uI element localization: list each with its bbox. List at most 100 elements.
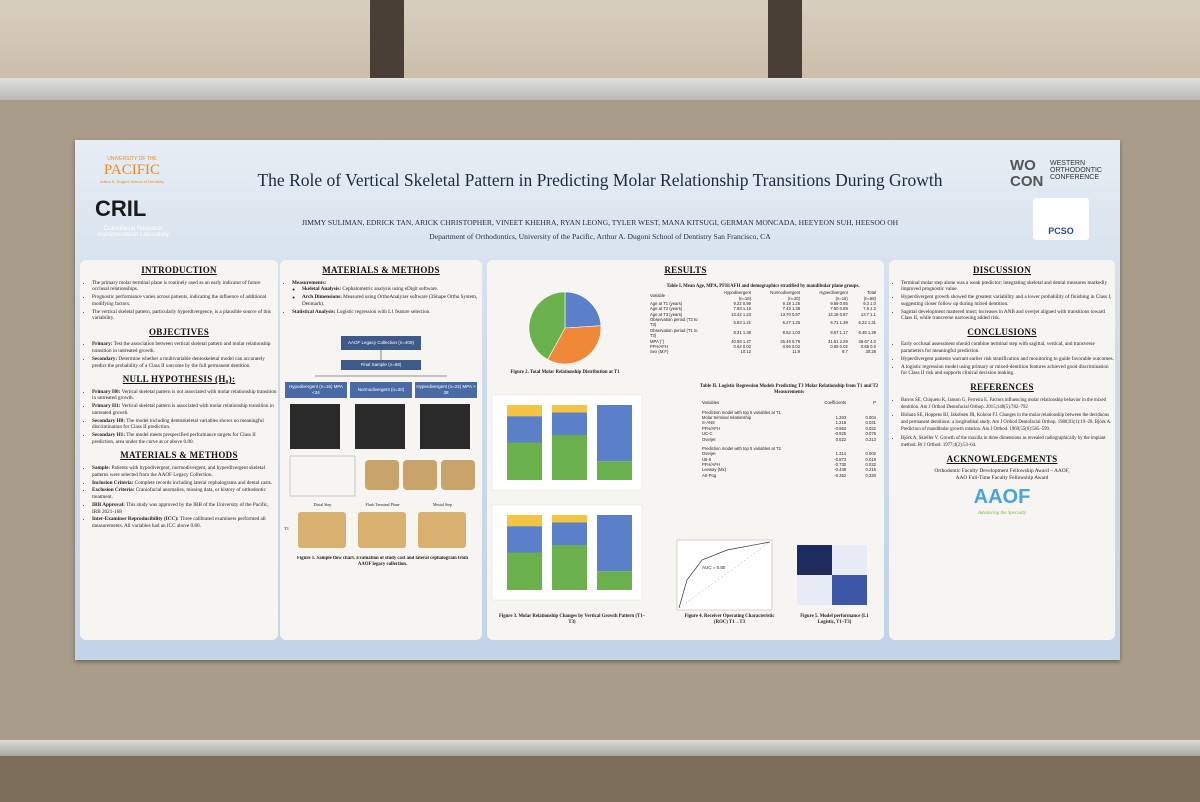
cell: 7.50 0.89 [830, 306, 848, 312]
cell: 0.522 [835, 436, 847, 442]
list: Primary: Test the association between ve… [80, 341, 278, 369]
text: Test the association between vertical sk… [92, 341, 271, 354]
cell: 9.22 0.95 [733, 300, 751, 306]
row: PFH/AFH -0.863 0.022 [699, 426, 879, 431]
heading: DISCUSSION [972, 265, 1032, 275]
cell: 13.7 1.1 [860, 311, 876, 317]
list-item: The primary molar terminal plane is rout… [92, 280, 278, 293]
row: Age at T2 (years) 7.63 1.15 7.43 1.38 7.50 … [647, 306, 879, 311]
cell: UC-C [702, 431, 713, 437]
list-item: Prognostic performance varies across pat… [92, 294, 278, 307]
cell: PFH/AFH [702, 462, 720, 467]
heading: CONCLUSIONS [967, 326, 1037, 337]
row: Age at T1 (years) 9.22 0.95 9.18 1.25 9.59 … [647, 301, 879, 306]
step-text: Mesial Step [433, 502, 452, 508]
lead: Exclusion Criteria: [92, 487, 135, 494]
cell: -0.730 [834, 462, 847, 467]
bar-seg [552, 522, 587, 545]
logo-text: Craniofacial Research Instrumentation La… [97, 226, 169, 238]
node: Hypodivergent (n=16) MPA <34 [285, 382, 347, 399]
logo-text: WESTERN ORTHODONTIC CONFERENCE [1050, 160, 1102, 181]
heading: MATERIALS & METHODS [322, 265, 440, 275]
heading: NULL HYPOTHESIS (H₀): [122, 374, 236, 385]
cell: Molar terminal relationship [702, 415, 752, 420]
text: Early occlusal assessment should combine… [901, 341, 1095, 354]
cell: 6.71 1.39 [830, 319, 848, 325]
node: Hyperdivergent (n=22) MPA > 38 [415, 382, 477, 399]
ack-line: AAO Full-Time Faculty Fellowship Award [955, 475, 1049, 482]
row: UC-C -0.925 0.076 [699, 431, 879, 436]
list: Early occlusal assessment should combine… [889, 341, 1115, 377]
row: Prediction model with top 5 variables at… [699, 442, 879, 451]
cell: 0.002 [865, 451, 876, 457]
lead: Primary H1: [92, 403, 121, 410]
bar-seg [507, 442, 542, 480]
cell: 11:9 [792, 349, 801, 355]
pie-slice [564, 291, 602, 329]
heading: MATERIALS & METHODS [120, 450, 238, 461]
lead: Sample: [92, 465, 111, 471]
cell: 8.31 1.38 [733, 330, 751, 336]
column: RESULTS Figure 2. Total Molar Relationsh… [487, 260, 884, 640]
cephalogram [290, 404, 340, 450]
caption: Table II. Logistic Regression Models Pre… [699, 384, 879, 396]
list-item: Terminal molar step alone was a weak pre… [901, 280, 1115, 293]
row: U6-6 -0.873 0.019 [699, 457, 879, 462]
list-item: Primary H0: Vertical skeletal pattern is… [92, 389, 278, 402]
text: Determine whether a multivariable dentos… [92, 355, 265, 369]
cell: 1.263 [835, 415, 847, 420]
text: Terminal molar step alone was a weak pre… [901, 279, 1108, 293]
node-label: Hyperdivergent (n=22) MPA > 38 [415, 382, 477, 399]
text: Complete records including lateral cepha… [134, 479, 273, 486]
cephalogram [420, 404, 470, 450]
lead: Measurements: [292, 279, 327, 286]
cell: MPA (°) [650, 338, 665, 344]
list-item: IRB Approval: This study was approved by… [92, 502, 278, 515]
logo-text: Advancing the Specialty [977, 510, 1027, 516]
cell: 31.51 2.29 [828, 338, 848, 344]
results-figures [491, 291, 867, 611]
cell: PFH/AFH [702, 425, 720, 431]
text: Measured using OrthoAnalyzer software (3… [302, 294, 478, 307]
list-item: Early occlusal assessment should combine… [901, 341, 1115, 354]
caption: Figure 2. Total Molar Relationship Distr… [510, 370, 620, 375]
cell: Art-Pog [702, 472, 717, 478]
matrix-cell [797, 575, 832, 605]
matrix-cell [797, 545, 832, 575]
lead: Primary H0: [92, 388, 121, 395]
column: MATERIALS & METHODS Measurements: Skeleta… [280, 260, 482, 640]
column: DISCUSSION Terminal molar step alone was … [889, 260, 1115, 640]
header-cell: Hypodivergent (n=16) [723, 290, 751, 301]
row: Observation period (T2 to T3) 5.83 1.21 6.… [647, 317, 879, 328]
list-item: Secondary H0: The model including dentos… [92, 418, 278, 431]
table: Variable Hypodivergent (n=16) Normodiverge… [647, 290, 879, 355]
row: PFH/AFH -0.730 0.032 [699, 462, 879, 467]
cell: 40.59 1.47 [731, 338, 751, 344]
cell: 0.019 [865, 456, 876, 462]
list: Barros SE, Chiqueto K, Janson G, Ferreir… [889, 397, 1115, 449]
list-item: Primary: Test the association between ve… [92, 341, 278, 354]
cell: 7.5 1.2 [863, 306, 876, 312]
cell: 0.320 [865, 472, 876, 478]
list: The primary molar terminal plane is rout… [80, 280, 278, 322]
header-cell: Total (n=58) [863, 290, 876, 301]
cell: 9.18 1.25 [782, 300, 801, 306]
cell: 0.69 0.02 [830, 343, 848, 349]
logo-text: AAOF [973, 486, 1031, 509]
cell: 9:7 [841, 349, 848, 355]
list: Terminal molar step alone was a weak pre… [889, 280, 1115, 322]
list-item: Secondary H1: The model meets prespecifi… [92, 432, 278, 445]
group-title: Prediction model with top 5 variables at… [702, 409, 781, 415]
rail [0, 78, 1200, 100]
bar-seg [552, 545, 587, 590]
cell: Age at T3 (years) [650, 311, 683, 317]
cell: -0.352 [834, 472, 847, 478]
step-text: Flush Terminal Plane [365, 502, 400, 508]
bar-seg [507, 552, 542, 590]
cell: 0.66 0.02 [782, 343, 801, 349]
heading: RESULTS [664, 265, 707, 275]
list-item: The vertical skeletal pattern, particula… [92, 309, 278, 322]
logo-text: UNIVERSITY OF THE [107, 156, 157, 162]
heading: ACKNOWLEDGEMENTS [946, 453, 1058, 464]
text: A logistic regression model using primar… [901, 363, 1109, 377]
